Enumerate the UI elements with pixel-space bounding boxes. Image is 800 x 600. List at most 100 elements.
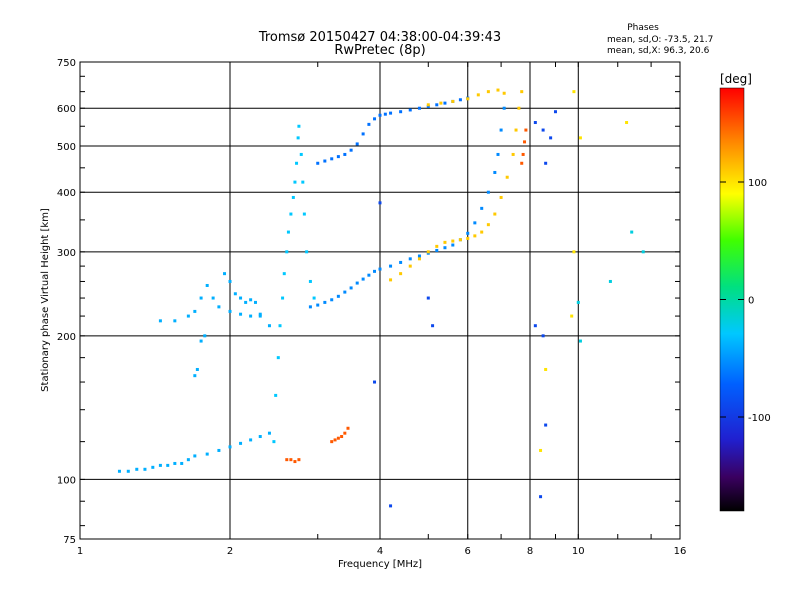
data-point [439, 101, 443, 105]
data-point [258, 312, 262, 316]
data-point [193, 454, 197, 458]
data-point [443, 246, 447, 250]
data-point [253, 300, 257, 304]
data-point [299, 152, 303, 156]
data-point [199, 339, 203, 343]
data-point [336, 294, 340, 298]
colorbar-tick-label: 0 [748, 296, 754, 307]
data-point [473, 221, 477, 225]
data-point [541, 334, 545, 338]
data-point [399, 272, 403, 276]
data-point [143, 467, 147, 471]
data-point [399, 110, 403, 114]
y-tick-label: 100 [57, 475, 76, 486]
data-point [466, 236, 470, 240]
data-point [333, 438, 337, 442]
data-point [228, 445, 232, 449]
data-point [316, 303, 320, 307]
data-point [296, 136, 300, 140]
x-tick-label: 1 [77, 546, 83, 557]
data-point [330, 298, 334, 302]
data-point [458, 238, 462, 242]
data-point [435, 248, 439, 252]
data-point [158, 319, 162, 323]
data-point [578, 136, 582, 140]
data-point [158, 463, 162, 467]
data-point [435, 103, 439, 107]
data-points [117, 88, 645, 508]
data-point [346, 426, 350, 430]
data-point [466, 97, 470, 101]
data-point [343, 431, 347, 435]
data-point [239, 441, 243, 445]
data-point [520, 90, 524, 94]
data-point [349, 286, 353, 290]
data-point [608, 279, 612, 283]
data-point [539, 495, 543, 499]
data-point [533, 121, 537, 125]
data-point [258, 314, 262, 318]
data-point [523, 140, 527, 144]
data-point [451, 243, 455, 247]
data-point [289, 458, 293, 462]
data-point [336, 436, 340, 440]
data-point [217, 305, 221, 309]
data-point [199, 296, 203, 300]
data-point [572, 250, 576, 254]
data-point [295, 161, 299, 165]
data-point [276, 356, 280, 360]
data-point [524, 128, 528, 132]
data-point [239, 312, 243, 316]
data-point [330, 157, 334, 161]
data-point [389, 264, 393, 268]
data-point [517, 106, 521, 110]
data-point [373, 380, 377, 384]
data-point [367, 273, 371, 277]
data-point [630, 230, 634, 234]
data-point [286, 230, 290, 234]
data-point [435, 244, 439, 248]
data-point [330, 440, 334, 444]
data-point [486, 190, 490, 194]
data-point [361, 277, 365, 281]
data-point [249, 298, 253, 302]
x-tick-label: 16 [674, 546, 687, 557]
data-point [278, 324, 282, 328]
data-point [233, 292, 237, 296]
data-point [443, 101, 447, 105]
data-point [486, 90, 490, 94]
x-tick-label: 2 [227, 546, 233, 557]
data-point [549, 136, 553, 140]
data-point [541, 128, 545, 132]
data-point [249, 438, 253, 442]
data-point [297, 458, 301, 462]
data-point [285, 250, 289, 254]
data-point [499, 128, 503, 132]
data-point [186, 314, 190, 318]
colorbar-label: [deg] [720, 72, 752, 86]
x-tick-label: 8 [527, 546, 533, 557]
data-point [533, 324, 537, 328]
data-point [417, 106, 421, 110]
data-point [355, 142, 359, 146]
y-tick-label: 400 [57, 188, 76, 199]
grid-lines [80, 62, 680, 539]
stats-line-x: mean, sd,X: 96.3, 20.6 [607, 46, 710, 56]
data-point [426, 296, 430, 300]
data-point [282, 272, 286, 276]
y-tick-label: 750 [57, 58, 76, 69]
data-point [417, 257, 421, 261]
data-point [408, 257, 412, 261]
data-point [217, 448, 221, 452]
data-point [193, 309, 197, 313]
data-point [486, 223, 490, 227]
data-point [431, 324, 435, 328]
y-axis-ticks: 75 100 200 300 400 500 600 750 [57, 58, 680, 546]
data-point [312, 296, 316, 300]
data-point [281, 296, 285, 300]
data-point [323, 300, 327, 304]
data-point [249, 314, 253, 318]
data-point [302, 212, 306, 216]
data-point [511, 152, 515, 156]
stats-line-o: mean, sd,O: -73.5, 21.7 [607, 35, 713, 45]
